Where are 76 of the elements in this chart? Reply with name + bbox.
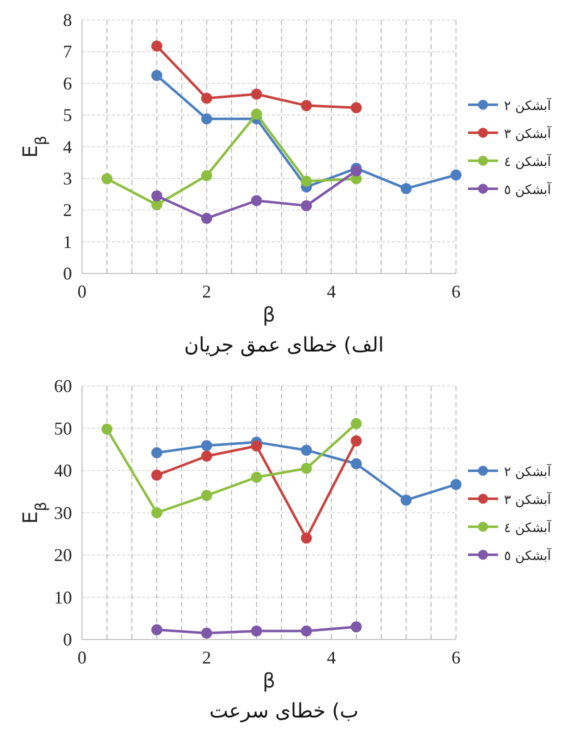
point (201, 113, 212, 124)
point (300, 462, 312, 474)
point (151, 40, 162, 52)
legend-label: آبشکن ٢ (504, 462, 552, 480)
point (151, 469, 162, 480)
legend-label: آبشکن ٣ (504, 124, 552, 142)
point (101, 423, 112, 434)
y-tick-label: 60 (54, 376, 72, 396)
point (350, 418, 362, 429)
point (350, 102, 362, 114)
x-tick-label: 0 (78, 647, 86, 667)
point (151, 190, 162, 202)
point (350, 434, 362, 446)
legend-label: آبشکن ٥ (504, 546, 552, 564)
x-tick-label: 0 (78, 282, 86, 302)
point (251, 625, 262, 636)
x-tick-label: 2 (202, 282, 212, 302)
y-tick-label: 8 (63, 10, 72, 30)
x-tick-label: 4 (326, 282, 336, 302)
point (151, 70, 162, 81)
point (251, 195, 262, 206)
point (201, 489, 212, 500)
point (201, 627, 212, 638)
point (450, 169, 462, 180)
point (201, 440, 212, 451)
point (350, 620, 362, 632)
point (251, 440, 262, 451)
y-tick-label: 4 (63, 136, 72, 157)
x-tick-label: 6 (452, 647, 460, 667)
y-tick-label: 7 (63, 42, 72, 62)
y-tick-label: 20 (54, 544, 72, 564)
point (251, 108, 262, 120)
point (251, 471, 262, 482)
x-axis-title: β (262, 668, 276, 692)
point (300, 100, 312, 112)
y-tick-label: 3 (63, 168, 72, 188)
point (201, 92, 212, 104)
point (450, 478, 462, 490)
point (300, 625, 312, 636)
point (151, 446, 162, 458)
legend-label: آبشکن ٥ (504, 180, 552, 198)
point (350, 165, 362, 176)
x-tick-label: 2 (202, 647, 212, 667)
point (300, 532, 312, 544)
point (101, 173, 112, 184)
y-tick-label: 1 (63, 232, 72, 252)
point (251, 88, 262, 100)
y-tick-label: 5 (63, 105, 72, 126)
y-tick-label: 10 (54, 586, 72, 607)
y-tick-label: 0 (63, 629, 72, 649)
point (201, 450, 212, 462)
point (201, 212, 212, 224)
y-tick-label: 2 (63, 200, 72, 220)
text: ب) خطای سرعت (209, 698, 359, 722)
point (400, 183, 412, 194)
x-tick-label: 6 (452, 282, 460, 302)
point (300, 176, 312, 187)
legend-label: آبشکن ٤ (504, 152, 552, 170)
point (300, 200, 312, 212)
point (151, 624, 162, 635)
legend-label: آبشکن ٤ (504, 518, 552, 536)
y-tick-label: 0 (63, 264, 72, 284)
x-tick-label: 4 (326, 647, 336, 667)
text: الف) خطای عمق جریان (184, 332, 384, 356)
x-axis-title: β (262, 302, 276, 326)
y-tick-label: 6 (63, 73, 72, 94)
legend-label: آبشکن ٣ (504, 490, 552, 508)
point (201, 170, 212, 182)
point (400, 494, 412, 506)
point (300, 444, 312, 456)
y-tick-label: 30 (54, 502, 72, 522)
point (151, 506, 162, 518)
legend-label: آبشکن ٢ (504, 96, 552, 114)
point (350, 458, 362, 469)
y-tick-label: 40 (54, 460, 72, 480)
y-tick-label: 50 (54, 418, 72, 438)
